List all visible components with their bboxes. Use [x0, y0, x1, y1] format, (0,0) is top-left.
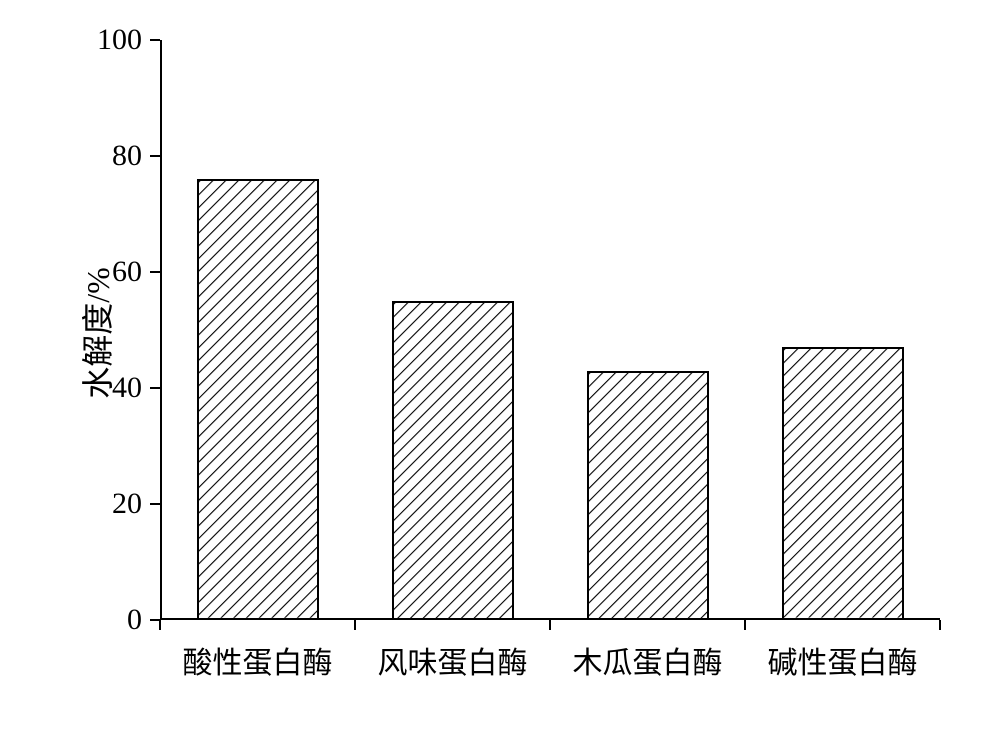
x-tick: [939, 620, 941, 630]
y-tick: [150, 271, 160, 273]
y-tick: [150, 155, 160, 157]
y-tick-label: 0: [20, 603, 142, 637]
bar: [392, 301, 514, 620]
y-tick: [150, 39, 160, 41]
x-category-label: 风味蛋白酶: [378, 638, 528, 682]
x-tick: [354, 620, 356, 630]
x-category-label: 酸性蛋白酶: [183, 638, 333, 682]
y-tick-label: 80: [20, 139, 142, 173]
bar: [782, 347, 904, 620]
bar: [587, 371, 709, 620]
x-tick: [744, 620, 746, 630]
y-tick-label: 100: [20, 23, 142, 57]
x-category-label: 碱性蛋白酶: [768, 638, 918, 682]
x-category-label: 木瓜蛋白酶: [573, 638, 723, 682]
y-tick-label: 60: [20, 255, 142, 289]
y-tick-label: 40: [20, 371, 142, 405]
x-tick: [549, 620, 551, 630]
x-tick: [159, 620, 161, 630]
y-tick-label: 20: [20, 487, 142, 521]
bar: [197, 179, 319, 620]
y-tick: [150, 387, 160, 389]
y-tick: [150, 503, 160, 505]
bar-chart: 水解度/% 020406080100酸性蛋白酶风味蛋白酶木瓜蛋白酶碱性蛋白酶: [20, 20, 981, 724]
